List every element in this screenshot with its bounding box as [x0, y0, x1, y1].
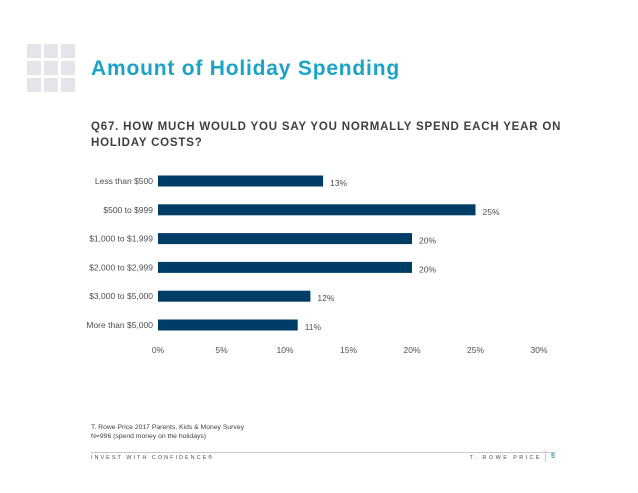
footer-brand: T. ROWE PRICE	[469, 455, 542, 461]
x-tick-label: 5%	[215, 345, 228, 355]
data-label: 11%	[305, 322, 322, 332]
data-label: 20%	[419, 264, 436, 274]
bar	[158, 175, 324, 187]
bar	[158, 319, 298, 331]
source-line-sample: N=996 (spend money on the holidays)	[91, 433, 207, 440]
survey-question: Q67. HOW MUCH WOULD YOU SAY YOU NORMALLY…	[91, 121, 562, 149]
logo-tile	[61, 78, 75, 92]
footer-tagline: INVEST WITH CONFIDENCE®	[91, 455, 215, 461]
bar	[158, 261, 412, 273]
category-label: $1,000 to $1,999	[89, 234, 153, 244]
x-tick-label: 25%	[467, 345, 484, 355]
footer-divider	[91, 452, 556, 453]
page-number-divider	[545, 450, 546, 462]
data-label: 20%	[419, 236, 436, 246]
logo-tile	[27, 78, 41, 92]
category-label: $3,000 to $5,000	[89, 291, 153, 301]
x-tick-label: 30%	[530, 345, 547, 355]
data-label: 25%	[483, 207, 500, 217]
category-label: $2,000 to $2,999	[89, 262, 153, 272]
logo-tile	[27, 61, 41, 75]
data-label: 13%	[330, 178, 347, 188]
logo-grid	[27, 44, 75, 92]
category-label: Less than $500	[95, 176, 153, 186]
bar	[158, 233, 412, 245]
x-tick-label: 20%	[403, 345, 420, 355]
x-tick-label: 0%	[152, 345, 165, 355]
source-note: T. Rowe Price 2017 Parents, Kids & Money…	[91, 423, 244, 441]
x-tick-label: 10%	[276, 345, 293, 355]
logo-tile	[44, 78, 58, 92]
logo-tile	[61, 44, 75, 58]
logo-tile	[44, 44, 58, 58]
source-line-survey: T. Rowe Price 2017 Parents, Kids & Money…	[91, 424, 244, 431]
slide-title: Amount of Holiday Spending	[91, 57, 400, 80]
page-number: 5	[551, 453, 555, 460]
bar	[158, 290, 311, 302]
data-label: 12%	[317, 293, 334, 303]
bar	[158, 204, 476, 216]
logo-tile	[61, 61, 75, 75]
logo-tile	[27, 44, 41, 58]
category-label: $500 to $999	[103, 205, 153, 215]
logo-tile	[44, 61, 58, 75]
category-label: More than $5,000	[86, 320, 153, 330]
x-tick-label: 15%	[340, 345, 357, 355]
